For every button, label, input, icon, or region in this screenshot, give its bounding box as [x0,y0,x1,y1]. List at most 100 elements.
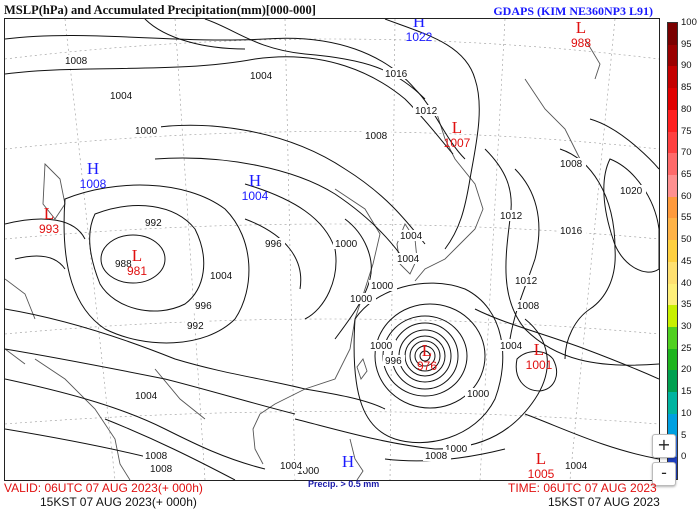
colorbar-label: 75 [681,125,692,137]
isobar-label: 1004 [397,254,420,265]
isobar-label-bg [133,390,161,401]
isobar-label-bg [398,230,426,241]
colorbar-cell [668,66,677,89]
colorbar-cell [668,175,677,198]
isobar-label-bg [558,225,586,236]
isobar-label: 996 [195,301,212,312]
colorbar-cell [668,44,677,67]
colorbar-label: 80 [681,103,692,115]
valid-utc-label: VALID: 06UTC 07 AUG 2023(+ 000h) [4,481,203,495]
isobar-label-bg [108,90,136,101]
isobar-label: 1004 [500,341,523,352]
colorbar-cell [668,109,677,133]
precip-colorbar [667,22,678,480]
isobar-label: 1000 [135,126,158,137]
isobar-label: 1008 [65,56,88,67]
weather-map[interactable]: 1008 1008 1004 1004 1000 1016 1012 1008 1008 1012… [4,18,660,481]
isobar-label: 1008 [517,301,540,312]
isobar-label: 1008 [145,451,168,462]
isobar-label-bg [63,55,91,66]
colorbar-cell [668,283,677,306]
pressure-value: 1008 [80,177,107,191]
colorbar-cell [668,240,677,263]
time-kst-label: 15KST 07 AUG 2023 [548,495,660,509]
isobar-label-bg [443,443,471,454]
isobar-label-bg [513,275,541,286]
pressure-value: 976 [417,359,437,373]
isobar-labels: 1008 1008 1004 1004 1000 1016 1012 1008 1008 1012… [63,55,646,477]
isobar-label: 992 [145,218,162,229]
isobar-label: 1012 [500,211,523,222]
low-pressure-marker: L [44,204,54,223]
isobar-label-bg [465,388,493,399]
colorbar-label: 70 [681,147,692,159]
isobar-label-bg [498,340,526,351]
pressure-value: 1007 [444,136,471,150]
colorbar-label: 60 [681,190,692,202]
high-pressure-marker: H [413,19,425,31]
isobar-label: 996 [385,356,402,367]
pressure-value: 1005 [528,467,555,480]
colorbar-label: 100 [681,17,697,28]
isobar-label-bg [618,185,646,196]
colorbar-cell [668,392,677,415]
isobars [5,19,659,480]
isobar-label-bg [208,270,236,281]
isobar-label: 1020 [620,186,643,197]
isobar-label-bg [348,293,376,304]
coastlines [5,38,601,480]
map-title: MSLP(hPa) and Accumulated Precipitation(… [4,3,316,17]
zoom-in-button[interactable]: + [652,434,676,458]
isobar-label-bg [248,70,276,81]
colorbar-label: 90 [681,60,692,72]
colorbar-label: 20 [681,364,692,376]
isobar-label: 1012 [415,106,438,117]
isobar-label: 1004 [250,71,273,82]
isobar-label-bg [333,238,361,249]
isobar-label-bg [193,300,215,311]
low-pressure-marker: L [452,118,462,137]
colorbar-label: 0 [681,451,687,463]
colorbar-cell [668,327,677,350]
isobar-label-bg [369,280,397,291]
isobar-label-bg [413,105,441,116]
isobar-label: 1008 [365,131,388,142]
zoom-out-button[interactable]: - [652,462,676,486]
isobar-label-bg [133,125,161,136]
low-pressure-marker: L [534,340,544,359]
isobar-label: 1004 [400,231,423,242]
colorbar-cell [668,88,677,111]
colorbar-label: 5 [681,429,687,441]
colorbar-cell [668,196,677,219]
isobar-label-bg [383,355,405,366]
colorbar-label: 85 [681,82,692,94]
isobar-label: 1004 [210,271,233,282]
isobar-label-bg [498,210,526,221]
high-pressure-marker: H [342,452,354,471]
isobar-label: 1004 [135,391,158,402]
isobar-label: 1016 [560,226,583,237]
isobar-label-bg [368,340,396,351]
colorbar-label: 15 [681,386,692,398]
isobar-label: 1016 [385,69,408,80]
colorbar-label: 50 [681,234,692,246]
isobar-label-bg [278,460,306,471]
low-pressure-marker: L [536,449,546,468]
low-pressure-marker: L [132,246,142,265]
pressure-value: 1022 [406,30,433,44]
colorbar-cell [668,370,677,393]
isobar-label: 992 [187,321,204,332]
isobar-label: 1008 [425,451,448,462]
isobar-label: 988 [115,259,132,270]
isobar-label: 1004 [110,91,133,102]
low-pressure-marker: L [422,341,432,360]
pressure-value: 1004 [242,189,269,203]
isobar-label: 1000 [467,389,490,400]
isobar-label: 1000 [335,239,358,250]
isobar-label-bg [383,68,411,79]
colorbar-label: 65 [681,169,692,180]
isobar-label: 1000 [350,294,373,305]
isobar-label-bg [143,450,171,461]
low-pressure-marker: L [576,19,586,37]
